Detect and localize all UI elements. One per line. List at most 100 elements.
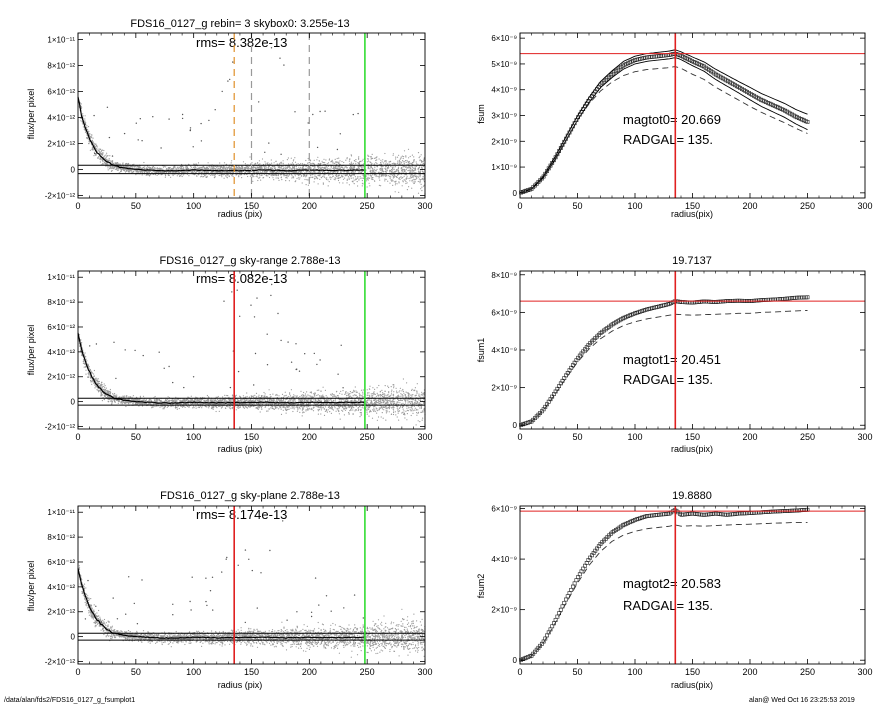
scatter-point bbox=[179, 166, 182, 168]
scatter-point bbox=[374, 180, 376, 182]
scatter-point bbox=[319, 174, 321, 176]
scatter-point bbox=[385, 171, 387, 173]
scatter-point bbox=[292, 410, 294, 413]
scatter-point bbox=[397, 167, 399, 170]
scatter-point bbox=[392, 154, 394, 156]
scatter-point bbox=[303, 391, 305, 394]
scatter-point bbox=[132, 165, 134, 167]
scatter-point bbox=[387, 385, 389, 387]
scatter-point bbox=[282, 162, 284, 164]
scatter-point bbox=[122, 162, 124, 164]
magtot-annotation: magtot0= 20.669 bbox=[623, 112, 721, 127]
scatter-point bbox=[137, 171, 139, 173]
scatter-point bbox=[347, 171, 349, 173]
scatter-point bbox=[260, 179, 262, 181]
scatter-outlier bbox=[84, 123, 87, 125]
scatter-point bbox=[301, 163, 304, 165]
scatter-point bbox=[397, 166, 400, 168]
scatter-point bbox=[138, 166, 140, 168]
scatter-point bbox=[401, 177, 403, 179]
scatter-point bbox=[125, 163, 127, 165]
scatter-point bbox=[246, 392, 248, 394]
scatter-point bbox=[385, 160, 387, 162]
scatter-point bbox=[246, 395, 248, 398]
scatter-point bbox=[371, 158, 373, 160]
scatter-point bbox=[315, 176, 317, 178]
scatter-point bbox=[344, 393, 346, 395]
scatter-point bbox=[161, 171, 163, 173]
scatter-outlier bbox=[200, 122, 202, 125]
scatter-point bbox=[417, 152, 420, 154]
scatter-point bbox=[295, 167, 297, 169]
scatter-point bbox=[289, 168, 291, 170]
scatter-point bbox=[262, 168, 264, 170]
scatter-point bbox=[228, 171, 230, 173]
scatter-point bbox=[392, 177, 394, 179]
scatter-point bbox=[111, 161, 113, 163]
scatter-point bbox=[417, 402, 419, 404]
scatter-point bbox=[263, 166, 265, 168]
scatter-point bbox=[401, 167, 403, 169]
scatter-point bbox=[210, 174, 212, 176]
scatter-point bbox=[304, 393, 306, 395]
scatter-point bbox=[392, 174, 394, 176]
scatter-point bbox=[242, 395, 244, 397]
scatter-point bbox=[327, 162, 330, 164]
scatter-point bbox=[204, 168, 206, 170]
scatter-point bbox=[393, 163, 395, 165]
scatter-point bbox=[342, 176, 344, 178]
scatter-point bbox=[327, 179, 329, 181]
x-tick-label: 0 bbox=[75, 201, 80, 211]
scatter-point bbox=[325, 159, 327, 161]
scatter-point bbox=[326, 163, 328, 165]
scatter-point bbox=[188, 175, 190, 177]
scatter-point bbox=[189, 168, 191, 170]
scatter-point bbox=[348, 178, 350, 180]
scatter-point bbox=[317, 175, 319, 177]
scatter-point bbox=[318, 409, 321, 411]
scatter-point bbox=[155, 171, 158, 173]
scatter-point bbox=[415, 161, 417, 163]
y-tick-label: 1×10⁻⁹ bbox=[491, 163, 517, 172]
scatter-point bbox=[390, 174, 392, 176]
scatter-point bbox=[333, 394, 335, 396]
scatter-point bbox=[313, 168, 315, 170]
scatter-point bbox=[385, 178, 387, 180]
scatter-point bbox=[109, 159, 111, 162]
scatter-point bbox=[422, 162, 425, 164]
scatter-point bbox=[213, 167, 215, 169]
scatter-point bbox=[330, 168, 332, 170]
scatter-point bbox=[326, 171, 328, 174]
scatter-point bbox=[108, 158, 110, 160]
scatter-point bbox=[409, 155, 411, 158]
scatter-point bbox=[99, 157, 101, 159]
scatter-point bbox=[414, 169, 416, 171]
scatter-point bbox=[385, 166, 387, 168]
scatter-point bbox=[214, 172, 216, 174]
scatter-point bbox=[329, 168, 331, 170]
scatter-point bbox=[343, 167, 345, 169]
scatter-point bbox=[310, 163, 312, 165]
scatter-point bbox=[273, 179, 275, 181]
scatter-point bbox=[361, 180, 363, 182]
scatter-point bbox=[293, 408, 295, 410]
scatter-point bbox=[204, 171, 206, 173]
scatter-point bbox=[367, 177, 369, 179]
radial-profile-panel-1: FDS16_0127_g rebin= 3 skybox0: 3.255e-13… bbox=[26, 18, 433, 219]
scatter-point bbox=[238, 168, 240, 170]
scatter-point bbox=[285, 174, 287, 177]
scatter-point bbox=[169, 167, 171, 169]
scatter-point bbox=[397, 162, 399, 164]
scatter-point bbox=[314, 175, 316, 177]
scatter-point bbox=[402, 180, 404, 182]
scatter-point bbox=[403, 161, 406, 163]
scatter-point bbox=[413, 167, 415, 169]
scatter-point bbox=[339, 166, 341, 168]
scatter-point bbox=[406, 177, 408, 179]
scatter-point bbox=[398, 191, 400, 193]
scatter-point bbox=[167, 167, 170, 169]
scatter-point bbox=[317, 413, 319, 415]
scatter-point bbox=[82, 126, 84, 128]
scatter-point bbox=[149, 174, 152, 176]
scatter-point bbox=[196, 170, 198, 172]
